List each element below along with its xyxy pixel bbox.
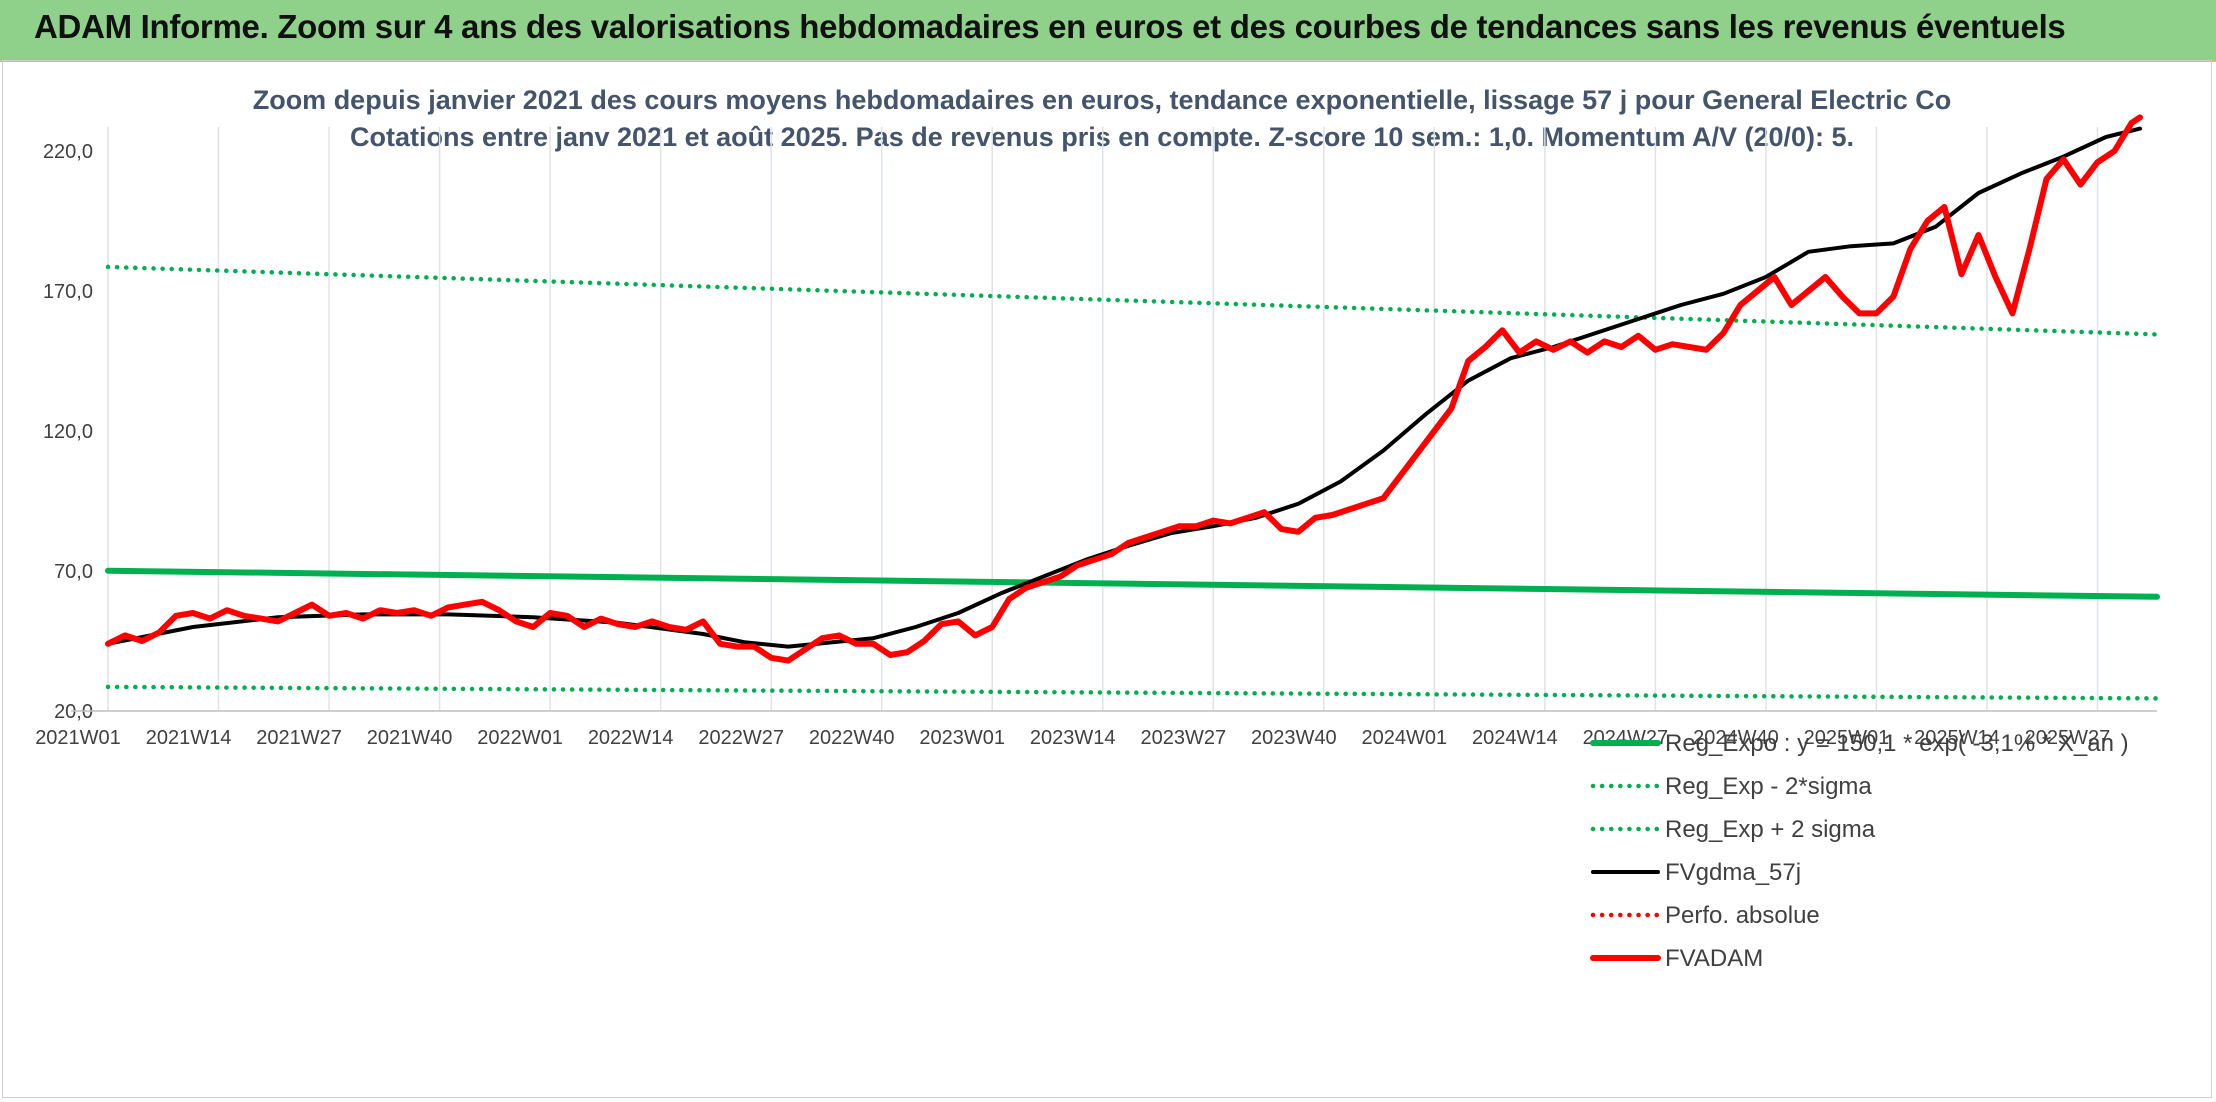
x-tick-label: 2025W14 <box>1914 727 2000 749</box>
legend-label: FVgdma_57j <box>1665 859 1801 886</box>
x-tick-label: 2021W27 <box>256 727 342 749</box>
legend-label: Reg_Expo : y = 150,1 * exp( -3,1% * X_an… <box>1665 730 2129 757</box>
legend-label: Perfo. absolue <box>1665 902 1820 929</box>
y-axis-labels: 20,0 70,0 120,0 170,0 220,0 <box>43 141 93 723</box>
vertical-gridlines <box>107 127 2099 711</box>
legend-label: FVADAM <box>1665 945 1763 972</box>
x-tick-label: 2021W01 <box>35 727 121 749</box>
chart-title: Zoom depuis janvier 2021 des cours moyen… <box>253 85 1952 115</box>
y-tick-label: 220,0 <box>43 141 93 163</box>
series-fvadam <box>105 114 2143 664</box>
x-tick-label: 2022W01 <box>477 727 563 749</box>
y-tick-label: 70,0 <box>54 561 93 583</box>
series-reg-minus-2sigma <box>105 684 2160 701</box>
y-tick-label: 170,0 <box>43 281 93 303</box>
line-chart: Zoom depuis janvier 2021 des cours moyen… <box>35 85 2160 972</box>
x-tick-label: 2023W14 <box>1030 727 1116 749</box>
x-tick-label: 2025W01 <box>1804 727 1890 749</box>
legend-label: Reg_Exp - 2*sigma <box>1665 773 1872 800</box>
x-tick-label: 2022W27 <box>698 727 784 749</box>
series-reg-expo <box>105 567 2160 600</box>
x-tick-label: 2022W40 <box>809 727 895 749</box>
chart-frame: Zoom depuis janvier 2021 des cours moyen… <box>2 60 2212 1098</box>
legend: Reg_Expo : y = 150,1 * exp( -3,1% * X_an… <box>1590 730 2129 972</box>
series-fvgdma-57j <box>106 126 2142 649</box>
series-lines <box>105 114 2160 701</box>
x-tick-label: 2024W14 <box>1472 727 1558 749</box>
report-title: ADAM Informe. Zoom sur 4 ans des valoris… <box>34 8 2066 45</box>
report-banner: ADAM Informe. Zoom sur 4 ans des valoris… <box>0 0 2216 62</box>
x-tick-label: 2024W40 <box>1693 727 1779 749</box>
x-tick-label: 2023W40 <box>1251 727 1337 749</box>
legend-label: Reg_Exp + 2 sigma <box>1665 816 1876 843</box>
x-tick-label: 2025W27 <box>2025 727 2111 749</box>
x-tick-label: 2021W14 <box>146 727 232 749</box>
y-tick-label: 120,0 <box>43 421 93 443</box>
x-tick-label: 2024W01 <box>1362 727 1448 749</box>
y-tick-label: 20,0 <box>54 701 93 723</box>
x-tick-label: 2021W40 <box>367 727 453 749</box>
x-tick-label: 2023W01 <box>919 727 1005 749</box>
x-tick-label: 2023W27 <box>1140 727 1226 749</box>
x-tick-label: 2022W14 <box>588 727 674 749</box>
